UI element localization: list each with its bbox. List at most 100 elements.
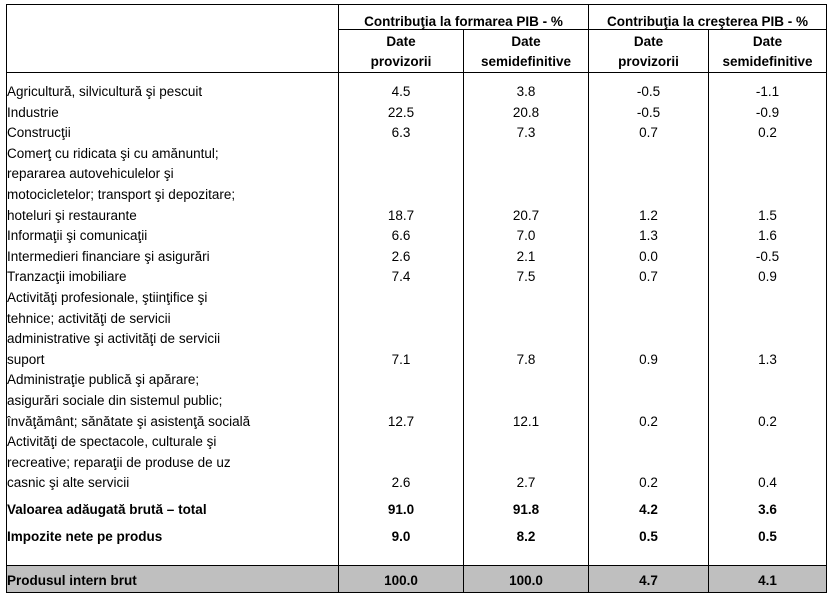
row-label-line: Intermedieri financiare şi asigurări [7, 248, 210, 264]
header-sub-provisional-2: Date provizorii [588, 29, 709, 73]
total-value: 100.0 [462, 564, 589, 593]
row-value: 2.6 [338, 246, 464, 268]
row-label: Activităţi de spectacole, culturale şi re… [6, 432, 339, 494]
table-body: Agricultură, silvicultură şi pescuit 4.5 3… [6, 72, 828, 593]
row-label: Agricultură, silvicultură şi pescuit [6, 82, 339, 103]
row-label-line: Activităţi profesionale, ştiinţifice şi [7, 289, 208, 305]
row-label: Industrie [6, 102, 339, 124]
row-value: 7.5 [462, 267, 589, 288]
row-label-line: casnic şi alte servicii [7, 475, 130, 491]
row-value: -0.5 [708, 246, 828, 268]
row-value: 6.6 [338, 226, 464, 247]
spacer-row [6, 72, 828, 82]
row-label: Comerţ cu ridicata şi cu amănuntul; repar… [6, 143, 339, 227]
total-value: 100.0 [338, 564, 464, 593]
table-row: Intermedieri financiare şi asigurări 2.6 2… [6, 246, 828, 268]
row-value: 20.8 [462, 102, 589, 124]
row-label-line: Comerţ cu ridicata şi cu amănuntul; [7, 145, 219, 161]
gap-cell [588, 547, 709, 566]
row-value: 1.2 [588, 143, 709, 227]
row-label: Construcţii [6, 123, 339, 144]
row-value: 20.7 [462, 143, 589, 227]
row-label-line: Informaţii şi comunicaţii [7, 228, 148, 244]
total-value: 4.7 [588, 564, 709, 593]
total-value: 4.1 [708, 564, 828, 593]
row-label: Intermedieri financiare şi asigurări [6, 246, 339, 268]
table-row: Industrie 22.5 20.8 -0.5 -0.9 [6, 102, 828, 124]
row-value: 7.3 [462, 123, 589, 144]
total-label: Produsul intern brut [6, 564, 339, 593]
row-value: 0.2 [588, 370, 709, 433]
table-row: Construcţii 6.3 7.3 0.7 0.2 [6, 123, 828, 144]
row-value: 2.7 [462, 432, 589, 494]
row-label-line: hoteluri şi restaurante [7, 207, 137, 223]
row-label-line: Activităţi de spectacole, culturale şi [7, 434, 217, 450]
header-corner [6, 4, 339, 30]
summary-label: Impozite nete pe produs [6, 520, 339, 548]
row-value: -0.5 [588, 82, 709, 103]
row-value: 0.2 [708, 370, 828, 433]
row-value: 0.7 [588, 267, 709, 288]
summary-row: Valoarea adăugată brută – total 91.0 91.8 4… [6, 493, 828, 521]
total-row: Produsul intern brut 100.0 100.0 4.7 4.1 [6, 564, 828, 593]
row-label-line: Industrie [7, 104, 59, 120]
summary-value: 0.5 [588, 520, 709, 548]
row-label-line: Tranzacţii imobiliare [7, 269, 127, 285]
row-label-line: suport [7, 351, 45, 367]
row-value: 12.7 [338, 370, 464, 433]
header-sub-semidefinitive-1: Date semidefinitive [462, 29, 589, 73]
row-value: 22.5 [338, 102, 464, 124]
gap-cell [708, 547, 828, 566]
summary-value: 9.0 [338, 520, 464, 548]
row-label: Administraţie publică şi apărare; asigură… [6, 370, 339, 433]
row-value: 0.2 [708, 123, 828, 144]
table-row: Comerţ cu ridicata şi cu amănuntul; repar… [6, 143, 828, 227]
row-value: 1.5 [708, 143, 828, 227]
gap-cell [338, 547, 464, 566]
row-value: -0.9 [708, 102, 828, 124]
row-label: Informaţii şi comunicaţii [6, 226, 339, 247]
summary-value: 0.5 [708, 520, 828, 548]
row-label: Activităţi profesionale, ştiinţifice şi t… [6, 287, 339, 371]
gdp-contribution-table: Contribuţia la formarea PIB - % Contribu… [6, 4, 828, 593]
header-sub-row: Date provizorii Date semidefinitive Date pr… [6, 29, 828, 73]
row-value: 6.3 [338, 123, 464, 144]
row-label-line: recreative; reparaţii de produse de uz [7, 454, 231, 470]
row-value: 0.0 [588, 246, 709, 268]
row-value: 7.8 [462, 287, 589, 371]
row-value: 7.1 [338, 287, 464, 371]
summary-value: 4.2 [588, 493, 709, 521]
row-label-line: administrative şi activităţi de servicii [7, 331, 221, 347]
table-row: Agricultură, silvicultură şi pescuit 4.5 3… [6, 82, 828, 103]
row-label-line: motocicletelor; transport şi depozitare; [7, 186, 236, 202]
row-value: 0.7 [588, 123, 709, 144]
header-corner-sub [6, 29, 339, 73]
row-value: 7.4 [338, 267, 464, 288]
row-value: 3.8 [462, 82, 589, 103]
row-label-line: tehnice; activităţi de servicii [7, 310, 171, 326]
summary-row: Impozite nete pe produs 9.0 8.2 0.5 0.5 [6, 520, 828, 548]
row-value: 7.0 [462, 226, 589, 247]
row-value: 0.2 [588, 432, 709, 494]
row-label-line: asigurări sociale din sistemul public; [7, 392, 223, 408]
row-value: 1.6 [708, 226, 828, 247]
row-value: -1.1 [708, 82, 828, 103]
summary-value: 3.6 [708, 493, 828, 521]
table-row: Administraţie publică şi apărare; asigură… [6, 370, 828, 433]
row-value: 12.1 [462, 370, 589, 433]
row-value: -0.5 [588, 102, 709, 124]
row-value: 0.4 [708, 432, 828, 494]
row-value: 2.1 [462, 246, 589, 268]
header-sub-semidefinitive-2: Date semidefinitive [708, 29, 828, 73]
row-label-line: Agricultură, silvicultură şi pescuit [7, 84, 203, 99]
gap-cell [6, 547, 339, 566]
row-value: 0.9 [588, 287, 709, 371]
row-value: 2.6 [338, 432, 464, 494]
header-group-row: Contribuţia la formarea PIB - % Contribu… [6, 4, 828, 30]
table-row: Activităţi profesionale, ştiinţifice şi t… [6, 287, 828, 371]
summary-value: 8.2 [462, 520, 589, 548]
summary-value: 91.8 [462, 493, 589, 521]
row-value: 4.5 [338, 82, 464, 103]
row-label-line: Administraţie publică şi apărare; [7, 372, 200, 388]
row-value: 1.3 [708, 287, 828, 371]
